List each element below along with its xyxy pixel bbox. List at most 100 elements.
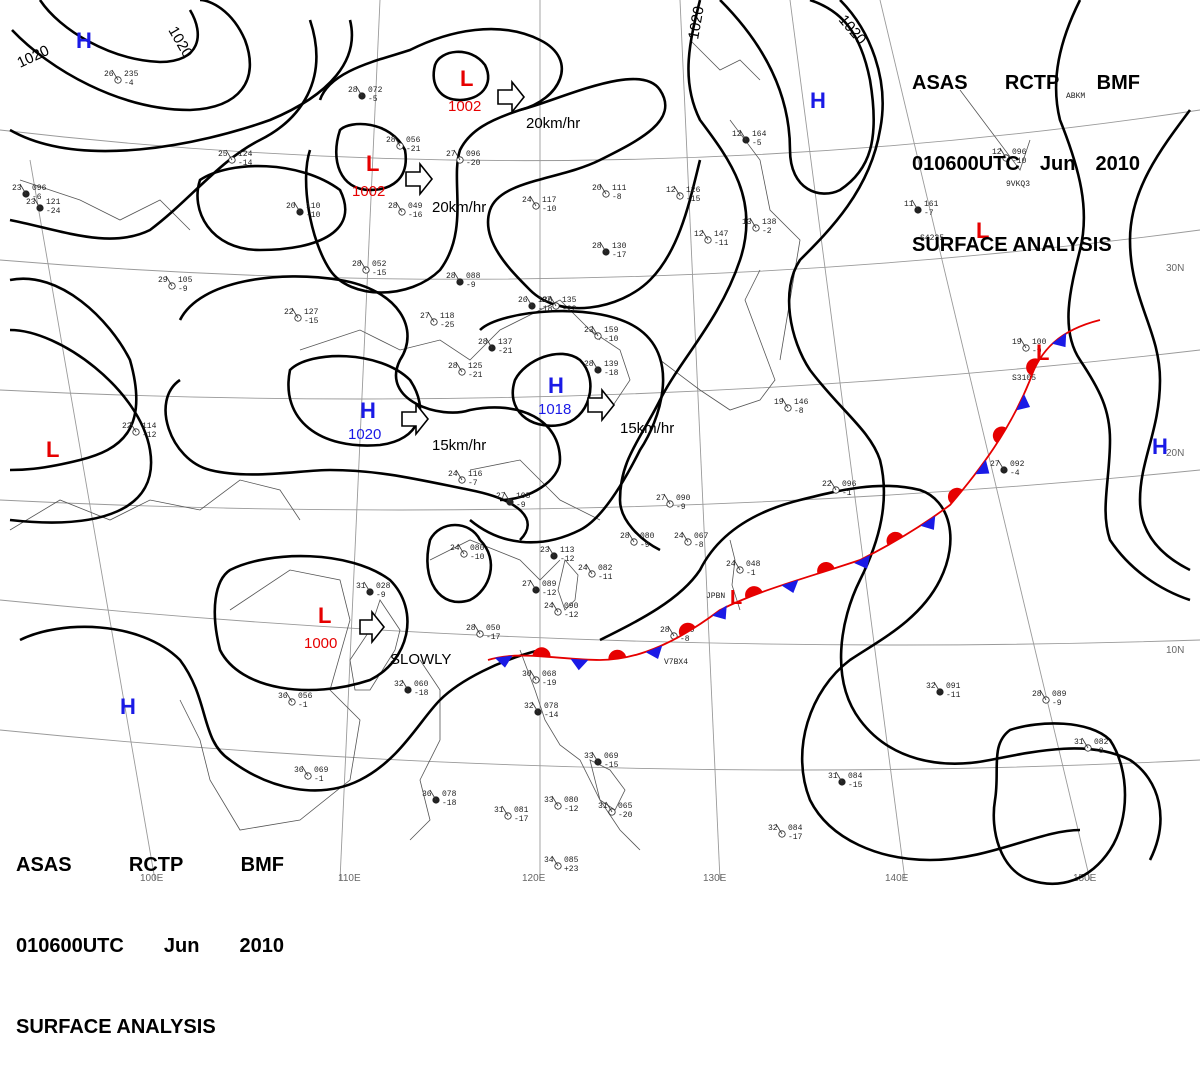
station-pressure: 121 bbox=[46, 198, 61, 207]
pressure-value: 1018 bbox=[538, 401, 571, 418]
movement-arrow-icon bbox=[497, 79, 526, 115]
wind-barb-icon bbox=[585, 563, 593, 575]
station-pressure: 114 bbox=[142, 422, 157, 431]
station-tendency: -25 bbox=[440, 321, 455, 330]
isobar bbox=[196, 164, 347, 252]
station-tendency: -22 bbox=[562, 305, 577, 314]
coastline bbox=[589, 759, 626, 811]
station-pressure: 088 bbox=[466, 272, 481, 281]
isobar bbox=[618, 0, 748, 552]
header-line-3: SURFACE ANALYSIS bbox=[16, 1014, 284, 1041]
station-tendency: -12 bbox=[142, 431, 157, 440]
station-plot: 25 124-14 bbox=[218, 149, 253, 168]
station-pressure: 092 bbox=[1010, 460, 1025, 469]
coastline bbox=[557, 559, 579, 611]
station-pressure: 130 bbox=[612, 242, 627, 251]
isobar bbox=[469, 309, 665, 544]
wind-barb-icon bbox=[111, 69, 119, 81]
station-plot: 28 049-16 bbox=[388, 201, 423, 220]
station-temperature: 31 bbox=[356, 582, 366, 591]
isobar bbox=[719, 0, 876, 195]
isobar bbox=[787, 0, 1162, 861]
station-temperature: 32 bbox=[524, 702, 534, 711]
coastline bbox=[729, 539, 741, 611]
wind-barb-icon bbox=[393, 135, 401, 147]
station-plot: 32 091-11 bbox=[926, 681, 961, 700]
station-plot: 27 096-20 bbox=[446, 149, 481, 168]
header-station: RCTP bbox=[128, 854, 184, 876]
wind-barb-icon bbox=[733, 559, 741, 571]
station-tendency: -1 bbox=[842, 489, 852, 498]
movement-label: SLOWLY bbox=[390, 651, 451, 668]
station-plot: 19 146-8 bbox=[774, 397, 809, 416]
station-temperature: 33 bbox=[544, 796, 554, 805]
station-tendency: -16 bbox=[408, 211, 423, 220]
wind-barb-icon bbox=[453, 271, 461, 283]
cold-front-triangle-icon bbox=[645, 645, 663, 659]
station-tendency: -1 bbox=[746, 569, 756, 578]
header-line-2: 010600UTC Jun 2010 bbox=[16, 933, 284, 960]
station-plot: 27 089-12 bbox=[522, 579, 557, 598]
station-pressure: 080 bbox=[470, 544, 485, 553]
station-tendency: -15 bbox=[372, 269, 387, 278]
station-tendency: -4 bbox=[124, 79, 134, 88]
station-tendency: -12 bbox=[564, 805, 579, 814]
coastline bbox=[689, 39, 761, 81]
cold-front-triangle-icon bbox=[1016, 394, 1031, 411]
station-tendency: -12 bbox=[564, 611, 579, 620]
isobar bbox=[9, 328, 153, 524]
station-tendency: -1 bbox=[298, 701, 308, 710]
isobar bbox=[304, 27, 563, 294]
station-tendency: -10 bbox=[470, 553, 485, 562]
wind-barb-icon bbox=[529, 195, 537, 207]
station-plot: 13 138-2 bbox=[742, 217, 777, 236]
station-temperature: 12 bbox=[732, 130, 742, 139]
station-tendency: -14 bbox=[544, 711, 559, 720]
station-plot: 24 067-8 bbox=[674, 531, 709, 550]
station-pressure: 110 bbox=[306, 202, 321, 211]
station-tendency: -21 bbox=[406, 145, 421, 154]
station-plot: 28 089-9 bbox=[1032, 689, 1067, 708]
station-pressure: 116 bbox=[468, 470, 483, 479]
station-tendency: -9 bbox=[466, 281, 476, 290]
station-tendency: -8 bbox=[694, 541, 704, 550]
station-tendency: -10 bbox=[306, 211, 321, 220]
isobar bbox=[599, 484, 1081, 862]
station-pressure: 091 bbox=[946, 682, 961, 691]
movement-arrow-icon bbox=[359, 609, 386, 645]
station-plot: 27 118-25 bbox=[420, 311, 455, 330]
station-pressure: 085 bbox=[564, 856, 579, 865]
station-plot: 28 137-21 bbox=[478, 337, 513, 356]
movement-label: 20km/hr bbox=[432, 199, 486, 216]
station-tendency: -15 bbox=[304, 317, 319, 326]
station-plot: 12 147-11 bbox=[694, 229, 729, 248]
ship-id: V7BX4 bbox=[664, 658, 688, 667]
pressure-systems: H L 1002 L 1002 H H 1020 H 1018 L L 1000… bbox=[46, 28, 1168, 719]
station-plot: 27 105-9 bbox=[496, 491, 531, 510]
station-plot: 28 125-21 bbox=[448, 361, 483, 380]
station-plot: 12 164-5 bbox=[732, 129, 767, 148]
station-tendency: -17 bbox=[788, 833, 803, 842]
station-pressure: 139 bbox=[604, 360, 619, 369]
station-tendency: -8 bbox=[794, 407, 804, 416]
station-plot: 36 056-1 bbox=[278, 691, 313, 710]
station-plot: 24 090-12 bbox=[544, 601, 579, 620]
wind-barb-icon bbox=[129, 421, 137, 433]
station-tendency: -20 bbox=[618, 811, 633, 820]
header-code: BMF bbox=[1096, 72, 1140, 94]
station-pressure: 127 bbox=[304, 308, 319, 317]
station-pressure: 089 bbox=[1052, 690, 1067, 699]
ship-ids: 9VKQ3 S4235 JPBN V7BX4 S3105 ABKM bbox=[664, 92, 1085, 667]
coastline bbox=[349, 599, 401, 691]
wind-barb-icon bbox=[301, 765, 309, 777]
station-temperature: 20 bbox=[286, 202, 296, 211]
isobar bbox=[9, 19, 354, 153]
header-title: SURFACE ANALYSIS bbox=[16, 1016, 216, 1038]
wind-barb-icon bbox=[997, 459, 1005, 471]
station-pressure: 080 bbox=[564, 796, 579, 805]
warm-front-semicircle-icon bbox=[947, 487, 963, 504]
wind-barb-icon bbox=[363, 581, 371, 593]
station-plot: 31 084-15 bbox=[828, 771, 863, 790]
station-plot: 30 068-19 bbox=[522, 669, 557, 688]
low-pressure-symbol: L bbox=[1036, 340, 1049, 365]
